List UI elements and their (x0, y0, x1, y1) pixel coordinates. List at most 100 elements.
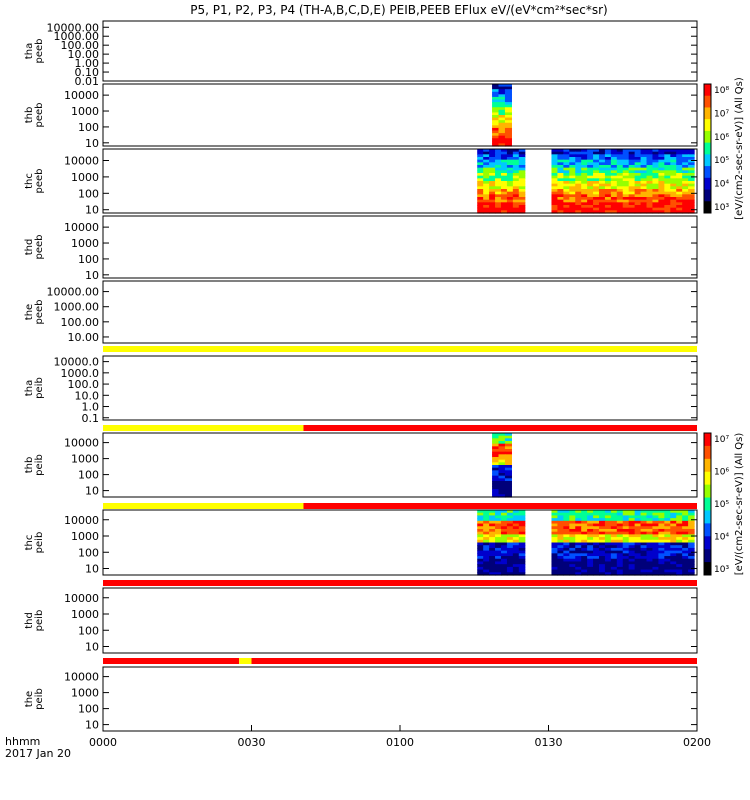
spectrogram-cell (492, 441, 500, 445)
y-tick-label: 1000 (71, 608, 99, 621)
spectrogram-cell (634, 205, 642, 209)
spectrogram-cell (587, 210, 594, 214)
x-tick-label: 0200 (683, 736, 711, 749)
spectrogram-cell (658, 202, 665, 206)
spectrogram-cell (581, 194, 588, 198)
spectrogram-cell (557, 558, 564, 563)
y-tick-label: 10000 (64, 89, 99, 102)
spectrogram-cell (598, 207, 606, 211)
spectrogram-cell (664, 189, 671, 193)
spectrogram-cell (483, 518, 490, 522)
spectrogram-cell (604, 564, 612, 568)
spectrogram-cell (483, 564, 490, 568)
spectrogram-cell (688, 512, 695, 517)
spectrogram-cell (569, 545, 576, 549)
colorbar-cell (704, 458, 711, 473)
spectrogram-cell (581, 558, 588, 563)
spectrogram-cell (658, 542, 665, 546)
spectrogram-cell (492, 473, 500, 477)
spectrogram-cell (646, 173, 654, 177)
spectrogram-cell (489, 159, 496, 163)
spectrogram-cell (551, 510, 559, 514)
spectrogram-cell (610, 520, 618, 525)
spectrogram-cell (483, 199, 490, 203)
spectrogram-cell (640, 197, 648, 201)
spectrogram-cell (658, 170, 665, 174)
spectrogram-cell (598, 167, 606, 171)
spectrogram-cell (682, 173, 689, 177)
spectrogram-cell (604, 534, 612, 538)
spectrogram-cell (682, 197, 689, 201)
spectrogram-cell (593, 207, 600, 211)
spectrogram-cell (658, 186, 665, 190)
spectrogram-cell (581, 526, 588, 530)
spectrogram-cell (587, 154, 594, 158)
spectrogram-cell (628, 510, 636, 514)
spectrogram-cell (500, 205, 508, 209)
spectrogram-cell (604, 518, 612, 522)
spectrogram-cell (652, 510, 659, 514)
spectrogram-cell (688, 523, 695, 527)
spectrogram-cell (587, 534, 594, 538)
x-axis-label: hhmm (5, 735, 40, 748)
spectrogram-cell (628, 539, 636, 544)
spectrogram-cell (492, 494, 500, 498)
spectrogram-cell (569, 186, 576, 190)
spectrogram-cell (616, 162, 624, 166)
spectrogram-cell (646, 183, 654, 187)
spectrogram-cell (492, 89, 500, 93)
spectrogram-cell (483, 572, 490, 576)
spectrogram-cell (504, 115, 512, 119)
spectrogram-cell (682, 178, 689, 182)
spectrogram-cell (506, 183, 514, 187)
spectrogram-cell (610, 170, 618, 174)
spectrogram-cell (670, 167, 677, 171)
y-tick-label: 1000.00 (54, 301, 100, 314)
spectrogram-cell (640, 569, 648, 573)
spectrogram-cell (652, 175, 659, 179)
spectrogram-cell (610, 523, 618, 527)
spectrogram-cell (616, 518, 624, 522)
spectrogram-cell (500, 518, 508, 522)
spectrogram-cell (616, 531, 624, 535)
spectrogram-cell (477, 151, 484, 155)
spectrogram-cell (489, 553, 496, 557)
spectrogram-cell (587, 572, 594, 576)
panel-frame (102, 666, 698, 732)
spectrogram-cell (628, 194, 636, 198)
spectrogram-cell (664, 159, 671, 163)
spectrogram-cell (670, 531, 677, 535)
spectrogram-cell (646, 191, 654, 195)
spectrogram-cell (477, 170, 484, 174)
colorbar-cell (704, 154, 711, 167)
spectrogram-cell (512, 515, 520, 519)
spectrogram-cell (670, 564, 677, 568)
spectrogram-cell (670, 510, 677, 514)
spectrogram-cell (563, 183, 570, 187)
spectrogram-cell (634, 167, 642, 171)
spectrogram-cell (593, 526, 600, 530)
panel-probe-label: thb (24, 107, 35, 124)
spectrogram-cell (598, 556, 606, 560)
spectrogram-cell (518, 526, 526, 530)
spectrogram-cell (498, 130, 506, 134)
spectrogram-cell (518, 149, 526, 153)
spectrogram-cell (498, 454, 506, 458)
spectrogram-cell (569, 173, 576, 177)
spectrogram-cell (575, 558, 582, 563)
spectrogram-cell (652, 528, 659, 533)
spectrogram-cell (598, 569, 606, 573)
spectrogram-cell (518, 547, 526, 552)
spectrogram-cell (512, 191, 520, 195)
spectrogram-cell (569, 531, 576, 535)
spectrogram-cell (575, 537, 582, 541)
spectrogram-cell (640, 566, 648, 571)
spectrogram-cell (575, 523, 582, 527)
spectrogram-cell (492, 443, 500, 447)
spectrogram-cell (581, 191, 588, 195)
spectrogram-cell (557, 210, 564, 214)
spectrogram-cell (518, 151, 526, 155)
spectrogram-cell (518, 534, 526, 538)
spectrogram-cell (581, 547, 588, 552)
